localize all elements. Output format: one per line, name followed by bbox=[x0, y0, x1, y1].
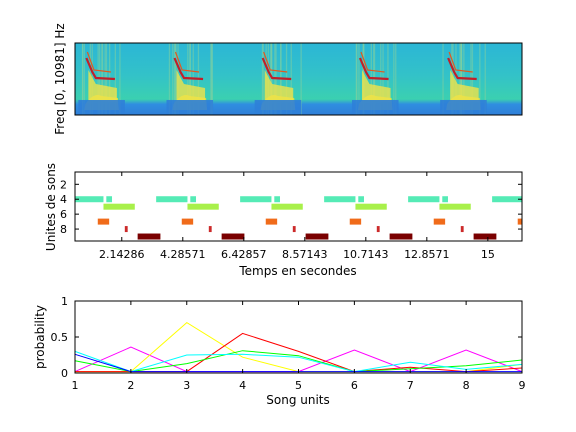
unit-segment bbox=[106, 196, 113, 203]
probability-xlabel: Song units bbox=[266, 393, 330, 407]
unit-segment bbox=[75, 196, 104, 203]
unit-segment bbox=[408, 196, 440, 203]
units-xtick-label: 2.14286 bbox=[99, 248, 145, 261]
unit-segment bbox=[292, 226, 296, 233]
unit-segment bbox=[433, 218, 446, 225]
unit-segment bbox=[439, 203, 471, 210]
prob-xtick-label: 8 bbox=[463, 379, 470, 392]
unit-segment bbox=[376, 226, 380, 233]
unit-segment bbox=[208, 226, 212, 233]
unit-segment bbox=[442, 196, 448, 203]
series-line-5 bbox=[74, 350, 523, 373]
spectrogram-ylabel: Freq [0, 10981] Hz bbox=[53, 23, 67, 134]
units-xtick-label: 6.42857 bbox=[221, 248, 267, 261]
unit-segment bbox=[324, 196, 356, 203]
unit-segment bbox=[97, 218, 110, 225]
units-xtick-label: 15 bbox=[481, 248, 495, 261]
unit-segment bbox=[545, 226, 548, 232]
unit-segment bbox=[526, 196, 532, 202]
prob-ytick-label: 1 bbox=[61, 295, 68, 308]
units-yticks: 2 4 6 8 bbox=[60, 178, 522, 236]
unit-segment bbox=[124, 226, 128, 233]
units-xticks: 2.14286 4.28571 6.42857 8.57143 10.7143 12.85… bbox=[99, 172, 495, 261]
unit-segment bbox=[265, 218, 278, 225]
prob-xtick-label: 7 bbox=[407, 379, 414, 392]
unit-segment bbox=[103, 203, 135, 210]
probability-background bbox=[75, 301, 522, 373]
probability-xticks: 1 2 3 4 5 6 7 8 9 bbox=[72, 301, 526, 392]
song-bout bbox=[78, 43, 125, 115]
song-bout bbox=[351, 43, 399, 115]
unit-segment bbox=[305, 233, 329, 240]
prob-ytick-label: 0 bbox=[61, 367, 68, 380]
units-xtick-label: 8.57143 bbox=[282, 248, 328, 261]
units-xtick-label: 4.28571 bbox=[160, 248, 206, 261]
unit-segment bbox=[181, 218, 194, 225]
unit-segment bbox=[271, 203, 303, 210]
units-panel: 2.14286 4.28571 6.42857 8.57143 10.7143 12.85… bbox=[44, 163, 576, 278]
unit-segment bbox=[349, 218, 362, 225]
units-ytick-label: 8 bbox=[60, 223, 67, 236]
units-xtick-label: 12.8571 bbox=[404, 248, 450, 261]
unit-segment bbox=[274, 196, 280, 203]
units-xlabel: Temps en secondes bbox=[238, 264, 356, 278]
prob-ytick-label: 0.5 bbox=[51, 331, 69, 344]
unit-segment bbox=[473, 233, 497, 240]
units-ytick-label: 2 bbox=[60, 178, 67, 191]
unit-segment bbox=[558, 234, 576, 240]
unit-segment bbox=[517, 218, 522, 225]
prob-xtick-label: 4 bbox=[239, 379, 246, 392]
spectrogram-marks bbox=[78, 43, 487, 115]
unit-segment bbox=[221, 233, 245, 240]
unit-segment bbox=[137, 233, 161, 240]
prob-xtick-label: 9 bbox=[519, 379, 526, 392]
unit-segment bbox=[156, 196, 188, 203]
unit-segment bbox=[389, 233, 413, 240]
song-bout bbox=[254, 43, 302, 115]
prob-xtick-label: 1 bbox=[72, 379, 79, 392]
units-ytick-label: 6 bbox=[60, 208, 67, 221]
unit-segment bbox=[240, 196, 272, 203]
prob-xtick-label: 3 bbox=[183, 379, 190, 392]
unit-segment bbox=[187, 203, 219, 210]
unit-segment bbox=[460, 226, 464, 233]
unit-segment bbox=[190, 196, 197, 203]
spectrogram-frame bbox=[74, 42, 523, 116]
unit-segment bbox=[355, 203, 387, 210]
unit-segment bbox=[358, 196, 364, 203]
prob-xtick-label: 6 bbox=[351, 379, 358, 392]
song-bout bbox=[166, 43, 214, 115]
song-bout bbox=[440, 43, 487, 115]
spectrogram-panel: Freq [0, 10981] Hz bbox=[53, 23, 523, 135]
units-ytick-label: 4 bbox=[60, 193, 67, 206]
units-ylabel: Unites de sons bbox=[44, 163, 58, 251]
prob-xtick-label: 5 bbox=[295, 379, 302, 392]
unit-segment bbox=[492, 196, 522, 203]
prob-xtick-label: 2 bbox=[127, 379, 134, 392]
units-marks bbox=[75, 196, 576, 240]
unit-segment bbox=[523, 204, 554, 210]
units-frame bbox=[74, 171, 523, 242]
probability-ylabel: probability bbox=[33, 305, 47, 369]
units-xtick-label: 10.7143 bbox=[343, 248, 389, 261]
probability-yticks: 00.51 bbox=[51, 295, 522, 380]
